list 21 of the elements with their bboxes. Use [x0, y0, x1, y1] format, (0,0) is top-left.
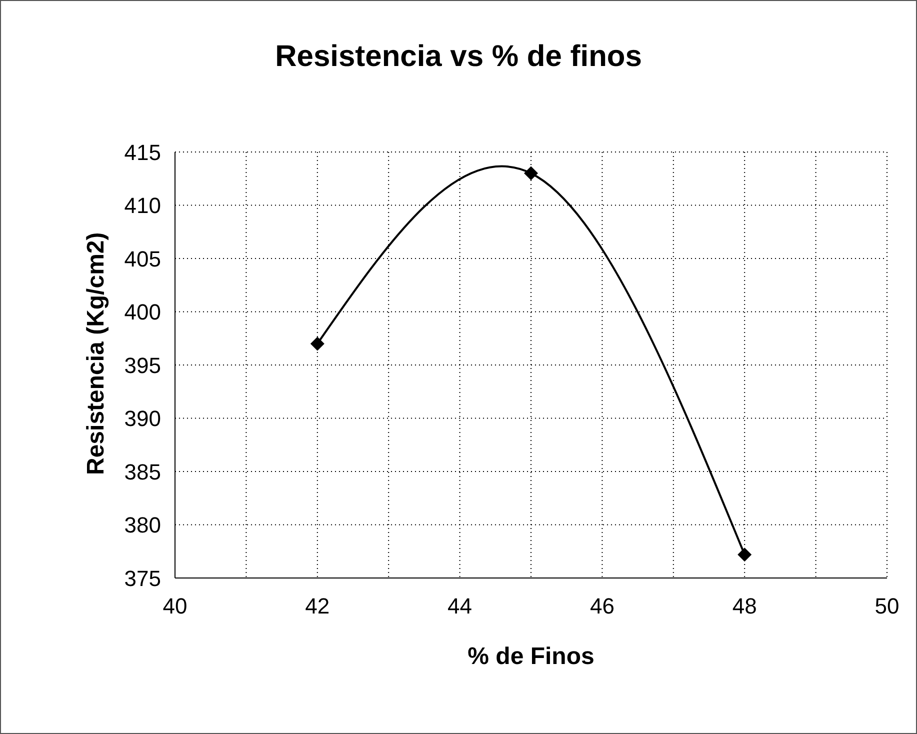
x-tick-label: 40 — [162, 594, 188, 619]
x-tick-label: 50 — [874, 594, 900, 619]
y-tick-label: 390 — [124, 406, 161, 432]
y-tick-label: 375 — [124, 566, 161, 591]
x-tick-label: 46 — [590, 594, 614, 619]
chart-title: Resistencia vs % de finos — [274, 40, 643, 74]
y-tick-label: 405 — [124, 246, 161, 272]
y-tick-label: 400 — [124, 300, 161, 325]
y-tick-label: 415 — [124, 140, 161, 165]
x-tick-label: 44 — [448, 594, 472, 619]
x-tick-label: 48 — [732, 594, 757, 619]
y-axis-title: Resistencia (Kg/cm2) — [82, 232, 110, 475]
y-tick-label: 385 — [124, 459, 161, 484]
x-axis-title: % de Finos — [468, 643, 594, 670]
x-tick-label: 42 — [305, 594, 330, 619]
point — [310, 336, 324, 351]
y-tick-label: 395 — [124, 352, 161, 378]
y-tick-label: 410 — [124, 193, 161, 218]
point — [738, 548, 752, 562]
y-tick-label: 380 — [124, 512, 161, 538]
point — [524, 166, 538, 180]
